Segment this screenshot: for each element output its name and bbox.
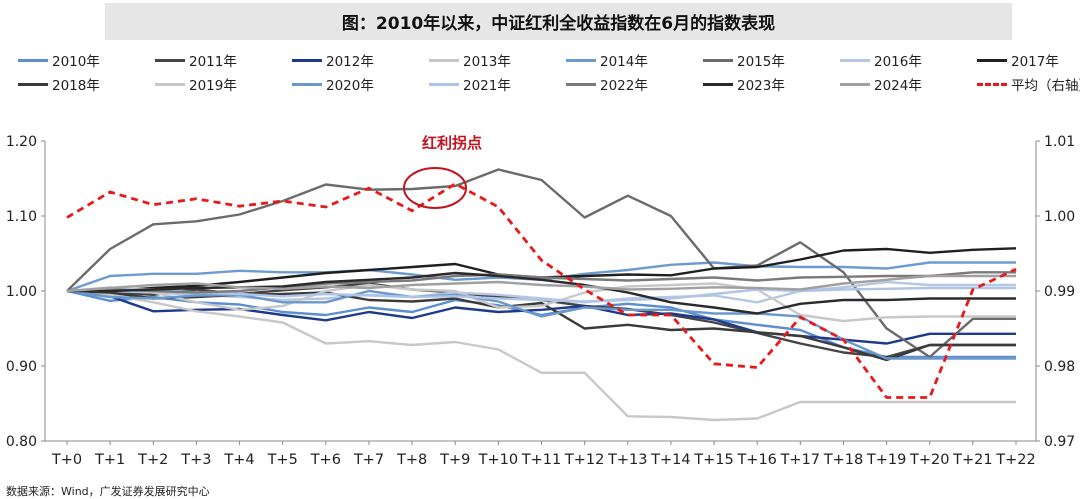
- x-tick-label: T+0: [51, 452, 82, 468]
- legend-item: 2016年: [840, 50, 922, 70]
- annotation-label: 红利拐点: [422, 134, 482, 152]
- legend-label: 2023年: [737, 78, 785, 94]
- series-line: [66, 286, 1016, 303]
- series-line: [66, 289, 1016, 422]
- y-tick-label-right: 0.97: [1044, 434, 1075, 450]
- y-tick-label-left: 1.00: [6, 284, 37, 300]
- legend-swatch: [566, 58, 596, 62]
- legend-item: 2020年: [292, 74, 374, 94]
- legend-label: 2010年: [52, 54, 100, 70]
- x-tick-label: T+9: [439, 452, 470, 468]
- inflection-circle: [403, 167, 467, 209]
- legend-label: 2021年: [463, 78, 511, 94]
- legend-swatch: [977, 58, 1007, 62]
- legend-item: 2021年: [429, 74, 511, 94]
- y-tick-label-left: 1.10: [6, 209, 37, 225]
- legend-swatch: [292, 58, 322, 62]
- legend-label: 2019年: [189, 78, 237, 94]
- line-chart: 0.80 0.90 1.00 1.10 1.20 0.97 0.98 0.99 1.00 1.01…: [6, 134, 1075, 468]
- legend-label: 平均（右轴）: [1011, 78, 1080, 94]
- legend-label: 2018年: [52, 78, 100, 94]
- series-line: [66, 274, 1016, 293]
- legend-swatch: [155, 82, 185, 86]
- chart-title: 图：2010年以来，中证红利全收益指数在6月的指数表现: [341, 14, 776, 34]
- x-tick-label: T+21: [952, 452, 992, 468]
- legend-swatch: [155, 58, 185, 62]
- x-tick-label: T+13: [607, 452, 647, 468]
- legend-swatch: [18, 82, 48, 86]
- y-tick-label-left: 1.20: [6, 134, 37, 150]
- legend-swatch: [429, 82, 459, 86]
- legend-item: 平均（右轴）: [977, 74, 1080, 94]
- legend-swatch: [429, 58, 459, 62]
- legend-label: 2016年: [874, 54, 922, 70]
- x-tick-label: T+12: [564, 452, 604, 468]
- legend: 2010年 2011年 2012年 2013年 2014年 2015年 2016年 2017年…: [0, 50, 1080, 96]
- legend-item: 2015年: [703, 50, 785, 70]
- series-line: [66, 289, 1016, 360]
- y-tick-label-right: 0.98: [1044, 359, 1075, 375]
- x-tick-label: T+1: [94, 452, 125, 468]
- legend-item: 2010年: [18, 50, 100, 70]
- legend-item: 2022年: [566, 74, 648, 94]
- x-tick-label: T+7: [353, 452, 384, 468]
- legend-label: 2014年: [600, 54, 648, 70]
- x-tick-label: T+16: [736, 452, 776, 468]
- legend-swatch: [977, 82, 1007, 86]
- legend-swatch: [292, 82, 322, 86]
- y-tick-label-left: 0.80: [6, 434, 37, 450]
- legend-swatch: [840, 82, 870, 86]
- legend-swatch: [566, 82, 596, 86]
- legend-label: 2013年: [463, 54, 511, 70]
- series-line: [66, 271, 1016, 294]
- x-tick-label: T+17: [780, 452, 820, 468]
- y-tick-label-right: 1.00: [1044, 209, 1075, 225]
- legend-label: 2012年: [326, 54, 374, 70]
- series-line: [67, 271, 1016, 315]
- legend-item: 2024年: [840, 74, 922, 94]
- legend-label: 2024年: [874, 78, 922, 94]
- y-tick-label-left: 0.90: [6, 359, 37, 375]
- x-tick-label: T+5: [267, 452, 298, 468]
- x-tick-label: T+10: [478, 452, 518, 468]
- series-line: [66, 289, 1016, 362]
- x-tick-label: T+11: [521, 452, 561, 468]
- legend-item: 2012年: [292, 50, 374, 70]
- series-line: [66, 289, 1016, 345]
- legend-swatch: [703, 58, 733, 62]
- x-tick-label: T+14: [650, 452, 690, 468]
- legend-item: 2019年: [155, 74, 237, 94]
- x-tick-label: T+15: [693, 452, 733, 468]
- legend-label: 2022年: [600, 78, 648, 94]
- legend-item: 2018年: [18, 74, 100, 94]
- x-tick-label: T+2: [137, 452, 168, 468]
- legend-swatch: [840, 58, 870, 62]
- series-line: [66, 168, 1016, 359]
- legend-item: 2023年: [703, 74, 785, 94]
- legend-item: 2017年: [977, 50, 1059, 70]
- x-tick-label: T+20: [909, 452, 949, 468]
- x-tick-label: T+4: [223, 452, 254, 468]
- legend-swatch: [18, 58, 48, 62]
- y-tick-label-right: 1.01: [1044, 134, 1075, 150]
- x-tick-label: T+6: [310, 452, 341, 468]
- legend-item: 2013年: [429, 50, 511, 70]
- source-note: 数据来源：Wind，广发证券发展研究中心: [6, 485, 210, 498]
- x-tick-label: T+8: [396, 452, 427, 468]
- legend-label: 2017年: [1011, 54, 1059, 70]
- legend-label: 2015年: [737, 54, 785, 70]
- y-tick-label-right: 0.99: [1044, 284, 1075, 300]
- legend-item: 2014年: [566, 50, 648, 70]
- x-tick-label: T+19: [866, 452, 906, 468]
- series-line: [66, 182, 1017, 399]
- legend-label: 2020年: [326, 78, 374, 94]
- series-line: [66, 282, 1016, 323]
- x-tick-label: T+3: [180, 452, 211, 468]
- chart-title-bar: 图：2010年以来，中证红利全收益指数在6月的指数表现: [105, 3, 1012, 40]
- x-tick-label: T+18: [823, 452, 863, 468]
- legend-label: 2011年: [189, 54, 237, 70]
- x-tick-label: T+22: [995, 452, 1035, 468]
- legend-swatch: [703, 82, 733, 86]
- legend-item: 2011年: [155, 50, 237, 70]
